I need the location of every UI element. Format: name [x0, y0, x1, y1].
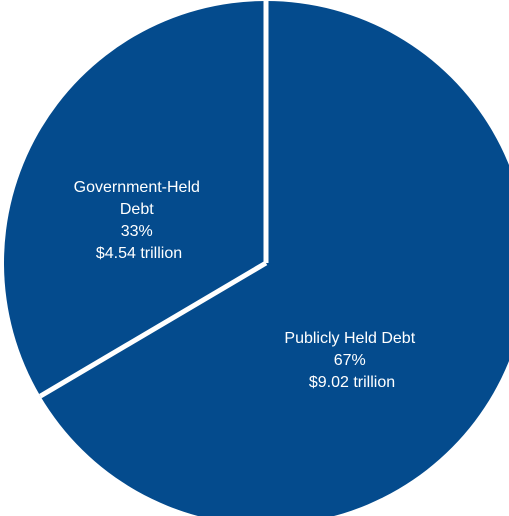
pie-slice-publicly-held — [40, 1, 509, 516]
pie-separators — [39, 1, 269, 399]
slice-label-government-held: Government-Held Debt 33% $4.54 trillion — [74, 179, 205, 262]
pie-slices — [4, 1, 509, 516]
slice-label-publicly-held: Publicly Held Debt 67% $9.02 trillion — [284, 330, 419, 391]
pie-slice-government-held — [4, 1, 267, 397]
government-held-name-line-2: Debt — [120, 201, 154, 218]
government-held-name-line-1: Government-Held — [74, 179, 200, 196]
government-held-percent: 33% — [121, 223, 153, 240]
publicly-held-name: Publicly Held Debt — [284, 330, 415, 347]
pie-separator-2 — [39, 260, 268, 399]
publicly-held-percent: 67% — [334, 352, 366, 369]
publicly-held-amount: $9.02 trillion — [309, 374, 395, 391]
government-held-amount: $4.54 trillion — [96, 245, 182, 262]
